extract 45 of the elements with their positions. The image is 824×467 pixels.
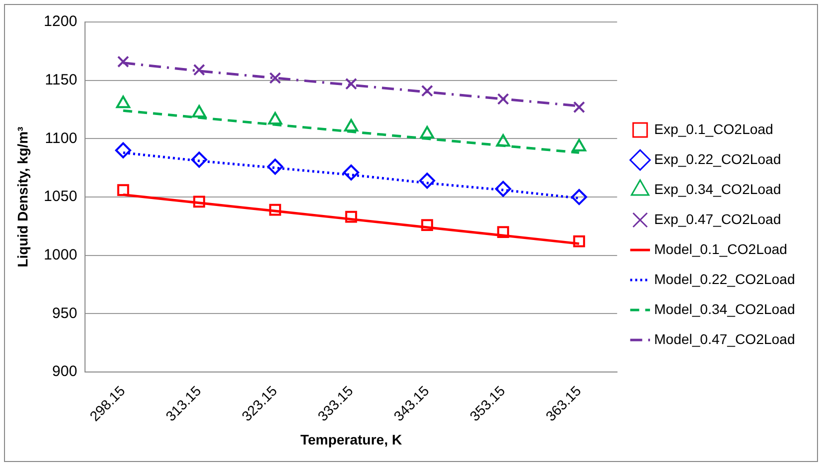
point — [268, 112, 282, 125]
point — [344, 119, 358, 132]
y-tick-label: 1000 — [44, 246, 78, 264]
y-axis-title: Liquid Density, kg/m³ — [14, 126, 30, 268]
y-tick-label: 1050 — [44, 188, 78, 206]
y-tick-label: 900 — [52, 363, 78, 380]
point — [193, 64, 206, 76]
point — [421, 219, 434, 231]
point — [420, 126, 434, 139]
point — [269, 72, 282, 84]
point — [421, 84, 434, 97]
point — [343, 164, 360, 181]
point — [267, 158, 284, 175]
point — [191, 152, 208, 168]
point — [497, 226, 510, 238]
point — [573, 235, 586, 248]
point — [117, 56, 130, 68]
point — [496, 134, 510, 147]
legend-label: Exp_0.1_CO2Load — [654, 120, 774, 137]
legend-label: Model_0.1_CO2Load — [654, 240, 788, 257]
y-tick-label: 1150 — [44, 71, 78, 88]
legend-label: Model_0.22_CO2Load — [654, 270, 796, 287]
point — [115, 142, 132, 158]
point — [116, 96, 130, 108]
point — [571, 189, 588, 206]
point — [345, 210, 358, 223]
legend-label: Exp_0.47_CO2Load — [654, 210, 781, 227]
y-tick-label: 1100 — [44, 130, 78, 147]
point — [345, 78, 358, 90]
point — [419, 172, 436, 189]
point — [572, 138, 586, 152]
point — [573, 101, 586, 114]
legend-label: Model_0.47_CO2Load — [654, 330, 796, 347]
legend-label: Exp_0.22_CO2Load — [654, 150, 781, 167]
y-tick-label: 1200 — [44, 13, 78, 30]
point — [269, 204, 282, 216]
point — [117, 184, 130, 196]
point — [193, 196, 206, 208]
y-tick-label: 950 — [52, 304, 78, 322]
legend-label: Model_0.34_CO2Load — [654, 300, 796, 317]
point — [192, 105, 206, 118]
x-axis-title: Temperature, K — [300, 431, 402, 448]
legend-label: Exp_0.34_CO2Load — [654, 180, 781, 197]
point — [497, 93, 510, 105]
point — [495, 180, 512, 197]
